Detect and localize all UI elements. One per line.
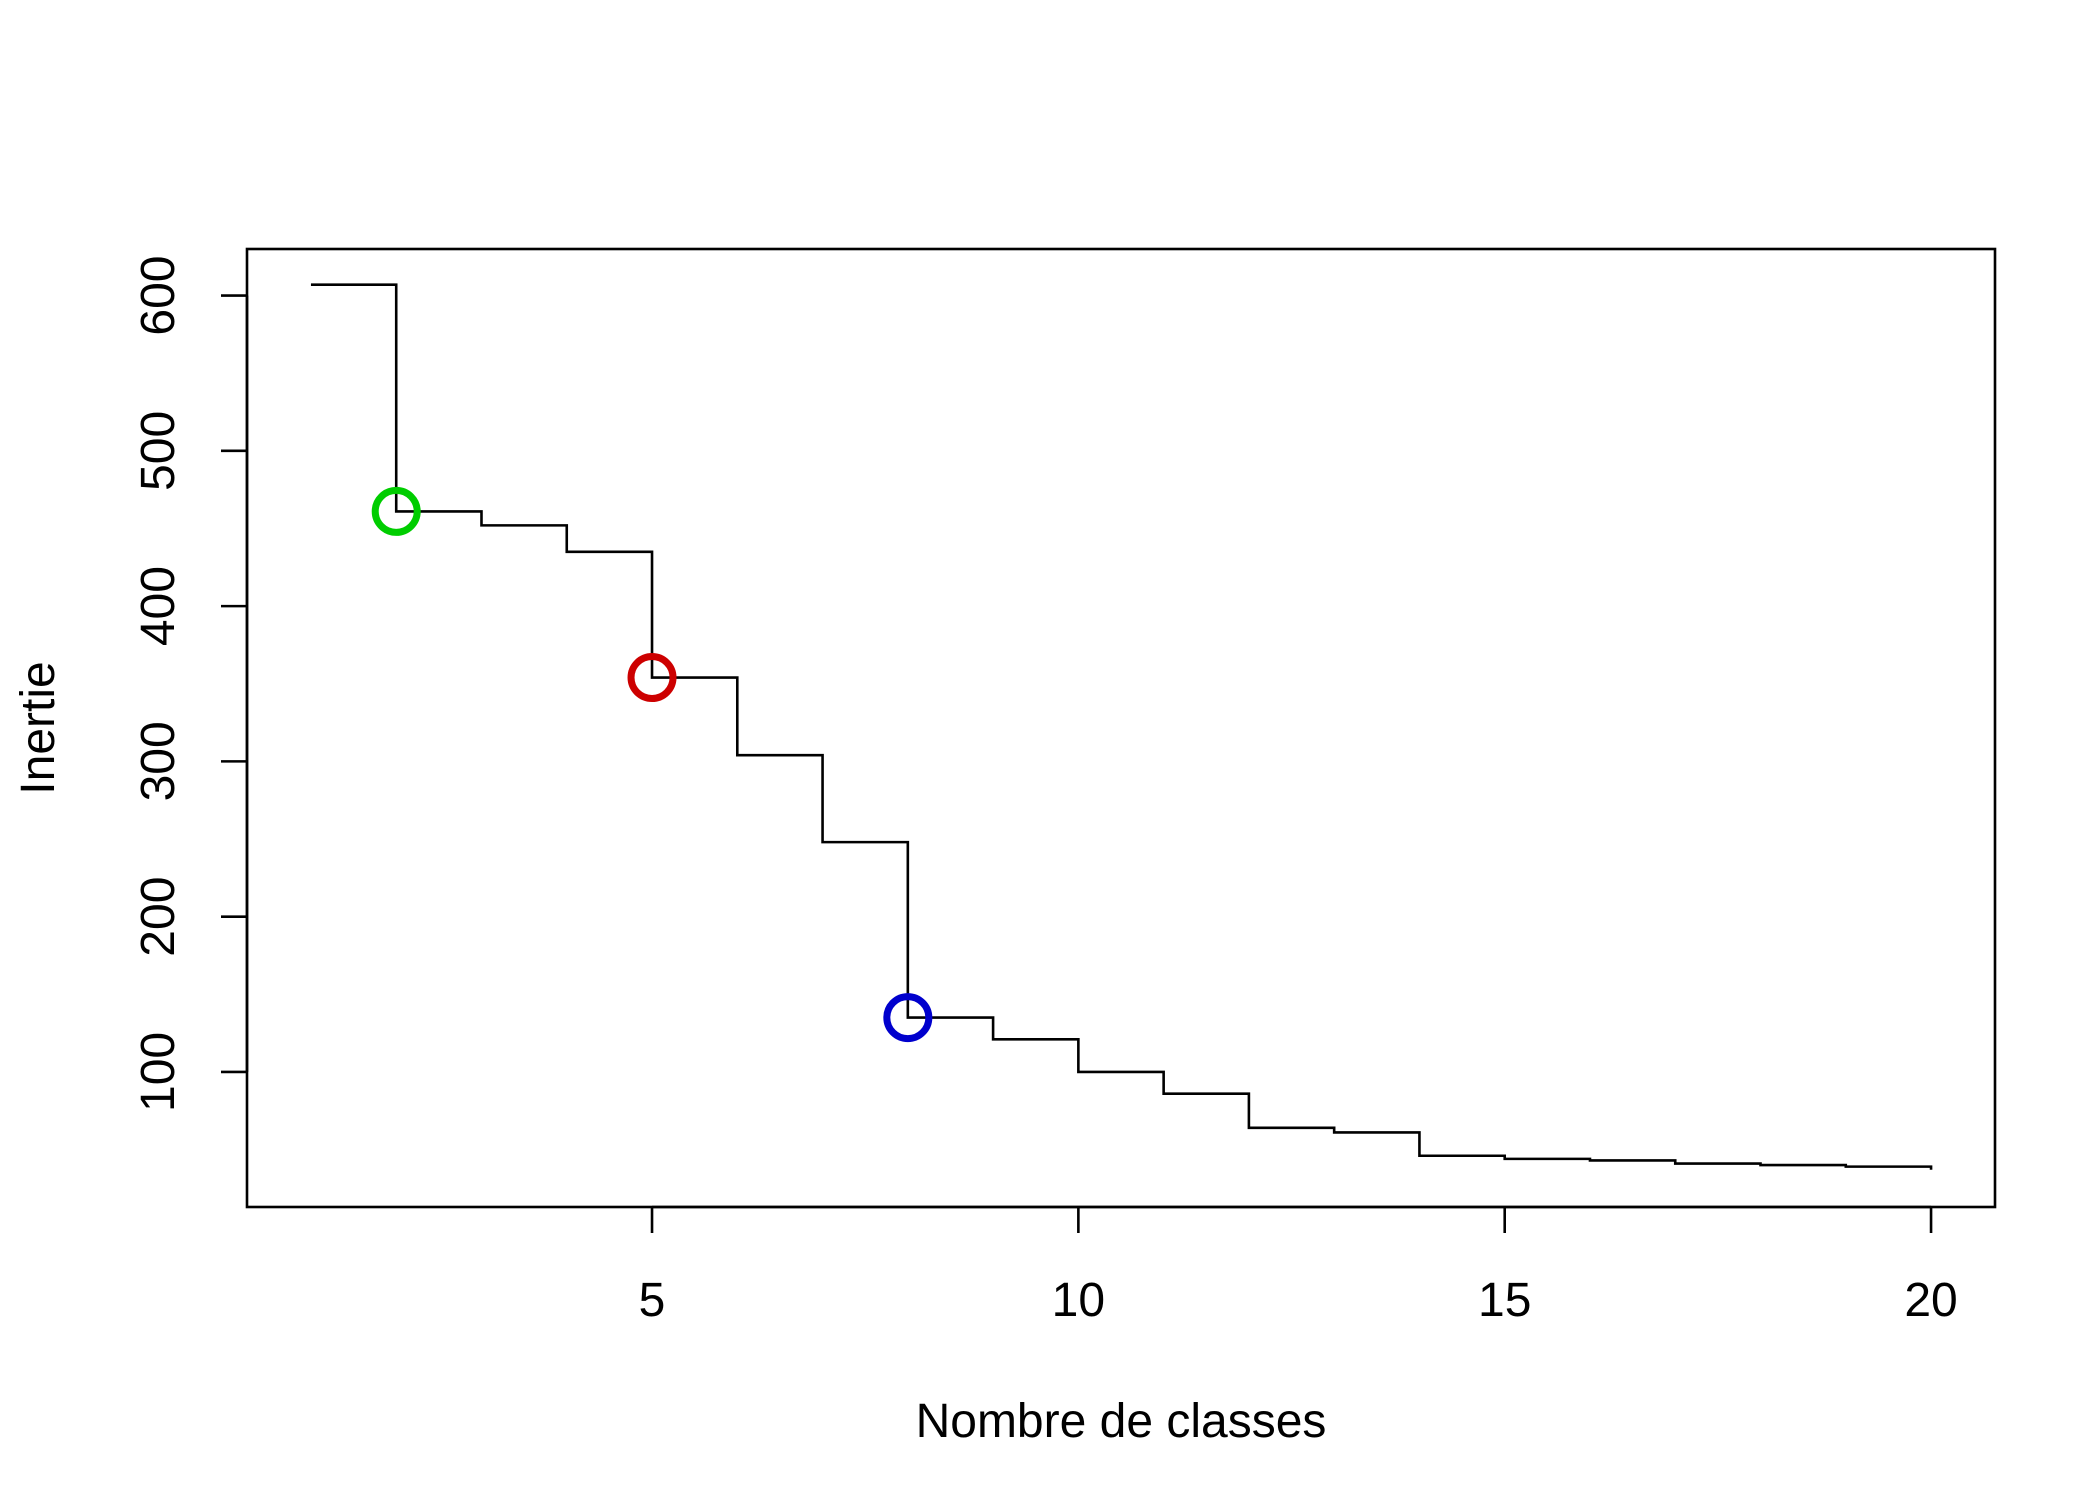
x-tick-label: 20	[1904, 1274, 1957, 1327]
x-axis-title: Nombre de classes	[916, 1395, 1327, 1448]
highlight-circle-1	[371, 486, 421, 536]
plot-frame	[245, 247, 1997, 1209]
y-tick-label: 600	[132, 256, 185, 336]
y-axis-title: Inertie	[12, 661, 65, 794]
x-tick-label: 15	[1478, 1274, 1531, 1327]
y-axis: 100 200 300 400 500 600	[132, 256, 249, 1112]
series-layer	[310, 283, 1933, 1170]
y-tick-label: 300	[132, 721, 185, 801]
y-tick-label: 400	[132, 566, 185, 646]
x-axis: 5 10 15 20	[639, 1205, 1958, 1327]
highlight-circle-3	[883, 993, 933, 1043]
y-tick-label: 500	[132, 411, 185, 491]
highlight-circle-2	[627, 653, 677, 703]
x-tick-label: 5	[639, 1274, 666, 1327]
highlight-layer	[371, 486, 933, 1043]
series-0-step-line	[310, 283, 1933, 1170]
y-tick-label: 100	[132, 1032, 185, 1112]
x-tick-label: 10	[1052, 1274, 1105, 1327]
y-tick-label: 200	[132, 877, 185, 957]
